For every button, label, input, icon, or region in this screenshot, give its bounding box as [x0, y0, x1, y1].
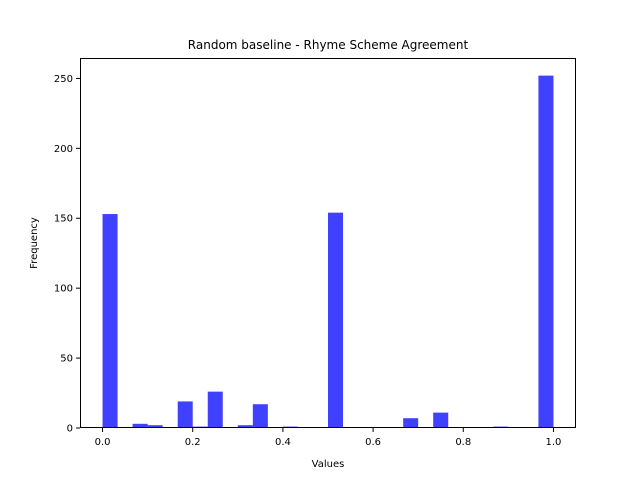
histogram-bar-7 — [207, 391, 223, 428]
x-tick-label-4: 0.8 — [455, 437, 471, 448]
y-tick-label-0: 0 — [67, 424, 73, 435]
plot-frame — [80, 58, 576, 428]
x-tick-label-1: 0.2 — [185, 437, 201, 448]
y-tick-label-5: 250 — [54, 74, 73, 85]
x-tick-label-5: 1.0 — [546, 437, 562, 448]
y-axis-ticks: 0 50 100 150 200 250 — [54, 74, 80, 435]
y-tick-label-4: 200 — [54, 144, 73, 155]
histogram-bar-29 — [538, 75, 554, 429]
x-axis-ticks: 0.0 0.2 0.4 0.6 0.8 1.0 — [95, 428, 562, 448]
y-tick-label-1: 50 — [60, 354, 73, 365]
x-axis-label: Values — [312, 459, 345, 470]
y-tick-label-2: 100 — [54, 284, 73, 295]
x-tick-label-0: 0.0 — [95, 437, 111, 448]
x-tick-label-3: 0.6 — [365, 437, 381, 448]
chart-title: Random baseline - Rhyme Scheme Agreement — [188, 38, 469, 52]
histogram-bar-5 — [177, 401, 193, 428]
histogram-bar-0 — [102, 214, 118, 428]
bars-group — [102, 75, 554, 429]
histogram-bar-20 — [403, 418, 419, 428]
y-tick-label-3: 150 — [54, 214, 73, 225]
histogram-bar-15 — [328, 212, 344, 428]
x-tick-label-2: 0.4 — [275, 437, 291, 448]
histogram-bar-2 — [132, 423, 148, 428]
histogram-bar-3 — [147, 425, 163, 428]
histogram-bar-22 — [433, 412, 449, 428]
y-axis-label: Frequency — [29, 217, 40, 269]
histogram-bar-10 — [252, 404, 268, 428]
histogram-bar-9 — [237, 425, 253, 428]
